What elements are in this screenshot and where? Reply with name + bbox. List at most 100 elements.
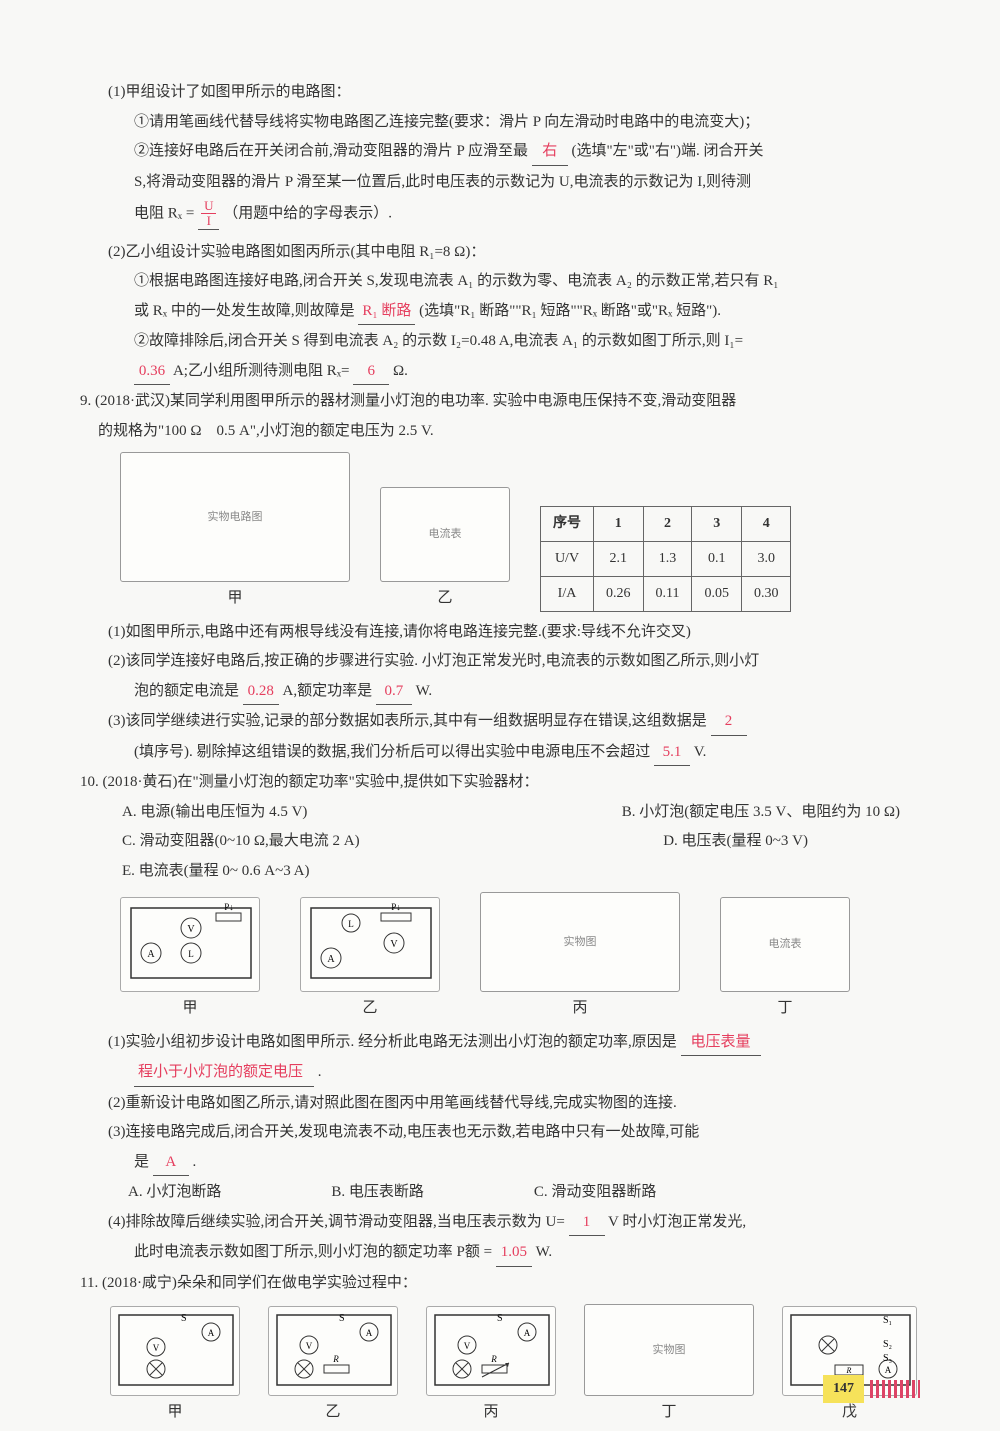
q8-p1c: S,将滑动变阻器的滑片 P 滑至某一位置后,此时电压表的示数记为 U,电流表的示…: [80, 170, 940, 196]
td: 2.1: [594, 542, 644, 577]
q10-p2: (2)重新设计电路如图乙所示,请对照此图在图丙中用笔画线替代导线,完成实物图的连…: [80, 1091, 940, 1117]
q9-figure-row: 实物电路图 甲 电流表 乙 序号 1 2 3 4 U/V 2.1 1.3 0.1…: [120, 452, 940, 612]
answer-r1-break: R₁ 断路: [358, 299, 415, 326]
label-ding: 丁: [661, 1400, 676, 1426]
q8-p2b-b: 0.36 A;乙小组所测待测电阻 Rₓ= 6 Ω.: [80, 359, 940, 386]
answer-reason-2: 程小于小灯泡的额定电压: [134, 1060, 314, 1087]
q10-fig-jia: V A L P↓ 甲: [120, 897, 260, 1022]
answer-105: 1.05: [496, 1240, 532, 1267]
option-c: C. 滑动变阻器(0~10 Ω,最大电流 2 A): [122, 829, 360, 855]
q11-fig-bing: A V R S 丙: [426, 1306, 556, 1426]
answer-a: A: [153, 1150, 189, 1177]
answer-1v: 1: [569, 1210, 605, 1237]
svg-text:A: A: [524, 1328, 531, 1338]
q10-fault-options: A. 小灯泡断路 B. 电压表断路 C. 滑动变阻器断路: [80, 1180, 940, 1206]
svg-text:A: A: [327, 954, 335, 965]
svg-text:A: A: [885, 1365, 892, 1375]
svg-text:R: R: [490, 1354, 497, 1364]
text: (3)该同学继续进行实验,记录的部分数据如表所示,其中有一组数据明显存在错误,这…: [108, 713, 707, 729]
label-jia: 甲: [167, 1400, 182, 1426]
option-b: B. 小灯泡(额定电压 3.5 V、电阻约为 10 Ω): [622, 800, 940, 826]
label-jia: 甲: [227, 586, 242, 612]
q9-data-table: 序号 1 2 3 4 U/V 2.1 1.3 0.1 3.0 I/A 0.26 …: [540, 506, 791, 611]
label-bing: 丙: [572, 996, 587, 1022]
text: .: [318, 1064, 322, 1080]
q9-p1: (1)如图甲所示,电路中还有两根导线没有连接,请你将电路连接完整.(要求:导线不…: [80, 620, 940, 646]
circuit-schematic-jia: V A L P↓: [120, 897, 260, 992]
q11-fig-yi: A V R S 乙: [268, 1306, 398, 1426]
answer-028: 0.28: [243, 679, 279, 706]
q8-p1: (1)甲组设计了如图甲所示的电路图：: [80, 80, 940, 106]
q11-fig-wu: A R10Ω S₁ S₂ S₃ 戊: [782, 1306, 917, 1426]
text: W.: [536, 1244, 553, 1260]
fault-c: C. 滑动变阻器断路: [534, 1180, 657, 1206]
page-number-value: 147: [823, 1375, 864, 1403]
td: 1.3: [643, 542, 692, 577]
q10-p3b: 是 A .: [80, 1150, 940, 1177]
denominator: I: [201, 214, 216, 228]
q10-head: 10. (2018·黄石)在"测量小灯泡的额定功率"实验中,提供如下实验器材：: [80, 770, 940, 796]
svg-text:P↓: P↓: [224, 902, 234, 912]
option-a: A. 电源(输出电压恒为 4.5 V): [122, 800, 307, 826]
q9-p3a: (3)该同学继续进行实验,记录的部分数据如表所示,其中有一组数据明显存在错误,这…: [80, 709, 940, 736]
option-e: E. 电流表(量程 0~ 0.6 A~3 A): [80, 859, 940, 885]
th: 4: [741, 507, 791, 542]
svg-text:V: V: [187, 924, 195, 935]
svg-text:V: V: [390, 939, 398, 950]
q11-fig-ding: 实物图 丁: [584, 1304, 754, 1426]
circuit-diagram-jia: 实物电路图: [120, 452, 350, 582]
answer-6: 6: [353, 359, 389, 386]
th: 序号: [541, 507, 594, 542]
text: V.: [694, 744, 707, 760]
circuit-schematic-yi: L A V P↓: [300, 897, 440, 992]
svg-text:P↓: P↓: [391, 902, 401, 912]
label-bing: 丙: [483, 1400, 498, 1426]
page-number: 147: [823, 1375, 920, 1403]
text: (选填"R₁ 断路""R₁ 短路""Rₓ 断路"或"Rₓ 短路").: [419, 303, 721, 319]
svg-text:V: V: [153, 1343, 160, 1353]
svg-text:A: A: [147, 949, 155, 960]
text: (1)实验小组初步设计电路如图甲所示. 经分析此电路无法测出小灯泡的额定功率,原…: [108, 1034, 677, 1050]
table-row: 序号 1 2 3 4: [541, 507, 791, 542]
q8-p1a: ①请用笔画线代替导线将实物电路图乙连接完整(要求：滑片 P 向左滑动时电路中的电…: [80, 110, 940, 136]
text: Ω.: [393, 363, 408, 379]
table-row: I/A 0.26 0.11 0.05 0.30: [541, 576, 791, 611]
td: 0.1: [692, 542, 742, 577]
text: (选填"左"或"右")端. 闭合开关: [572, 143, 764, 159]
svg-text:R: R: [332, 1354, 339, 1364]
page-decoration-icon: [870, 1380, 920, 1398]
td: I/A: [541, 576, 594, 611]
answer-right: 右: [532, 139, 568, 166]
text: （用题中给的字母表示）.: [223, 206, 392, 222]
answer-07: 0.7: [376, 679, 412, 706]
svg-text:S: S: [497, 1313, 503, 1324]
td: 3.0: [741, 542, 791, 577]
q8-p2b-a: ②故障排除后,闭合开关 S 得到电流表 A₂ 的示数 I₂=0.48 A,电流表…: [80, 329, 940, 355]
answer-51: 5.1: [654, 740, 690, 767]
svg-text:A: A: [366, 1328, 373, 1338]
answer-036: 0.36: [134, 359, 170, 386]
label-yi: 乙: [437, 586, 452, 612]
text: W.: [416, 683, 433, 699]
svg-text:V: V: [306, 1341, 313, 1351]
q8-p2a-b: 或 Rₓ 中的一处发生故障,则故障是 R₁ 断路 (选填"R₁ 断路""R₁ 短…: [80, 299, 940, 326]
q10-figure-row: V A L P↓ 甲 L A V P↓ 乙 实物图 丙 电流表 丁: [120, 892, 940, 1022]
q9-p2a: (2)该同学连接好电路后,按正确的步骤进行实验. 小灯泡正常发光时,电流表的示数…: [80, 649, 940, 675]
q10-options-row2: C. 滑动变阻器(0~10 Ω,最大电流 2 A) D. 电压表(量程 0~3 …: [80, 829, 940, 855]
numerator: U: [201, 199, 216, 214]
svg-text:V: V: [464, 1341, 471, 1351]
q10-fig-ding: 电流表 丁: [720, 897, 850, 1022]
fault-b: B. 电压表断路: [331, 1180, 424, 1206]
label-wu: 戊: [842, 1400, 857, 1426]
label-jia: 甲: [182, 996, 197, 1022]
fraction-u-over-i: U I: [198, 199, 219, 230]
text: (4)排除故障后继续实验,闭合开关,调节滑动变阻器,当电压表示数为 U=: [108, 1214, 565, 1230]
svg-text:A: A: [208, 1328, 215, 1338]
circuit-physical-bing: 实物图: [480, 892, 680, 992]
th: 3: [692, 507, 742, 542]
table-row: U/V 2.1 1.3 0.1 3.0: [541, 542, 791, 577]
q9-fig-jia: 实物电路图 甲: [120, 452, 350, 612]
q10-p3a: (3)连接电路完成后,闭合开关,发现电流表不动,电压表也无示数,若电路中只有一处…: [80, 1120, 940, 1146]
q9-p3b: (填序号). 剔除掉这组错误的数据,我们分析后可以得出实验中电源电压不会超过 5…: [80, 740, 940, 767]
svg-text:S: S: [339, 1313, 345, 1324]
